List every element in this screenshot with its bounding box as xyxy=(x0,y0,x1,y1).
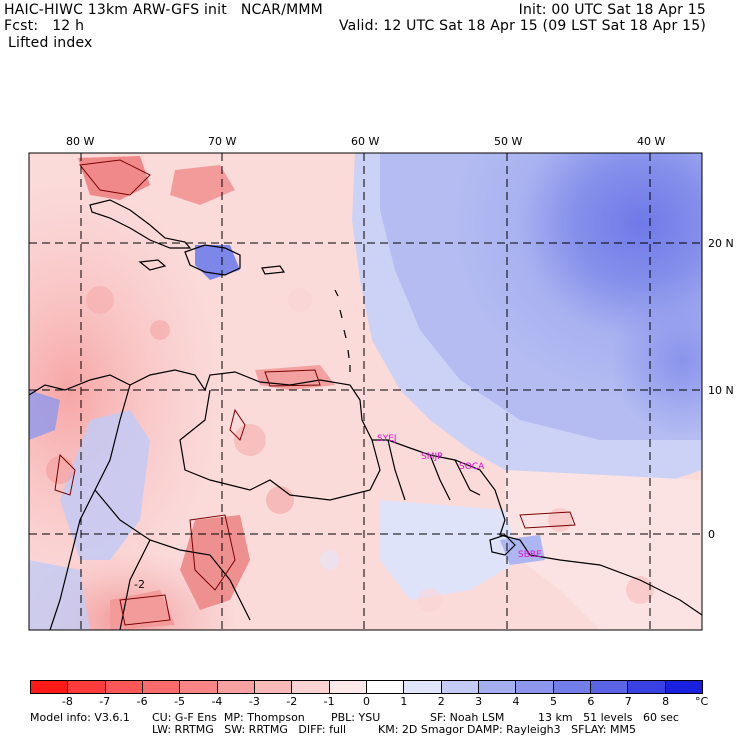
colorbar-tick-label: 1 xyxy=(400,695,408,708)
colorbar-swatch xyxy=(254,681,293,693)
colorbar-swatch xyxy=(68,681,106,693)
colorbar-tick-label: 7 xyxy=(624,695,632,708)
colorbar-tick-label: -1 xyxy=(323,695,335,708)
colorbar-tick-label: -3 xyxy=(248,695,260,708)
forecast-hour: Fcst: 12 h xyxy=(4,18,85,34)
lon-label: 40 W xyxy=(637,135,665,148)
contour-label: -2 xyxy=(134,578,145,591)
colorbar-tick-label: -2 xyxy=(286,695,298,708)
station-label: SYEJ xyxy=(377,434,397,444)
shaded-field xyxy=(29,153,702,630)
colorbar-tick-label: -6 xyxy=(136,695,148,708)
lon-label: 70 W xyxy=(208,135,236,148)
footer-radiation: LW: RRTMG SW: RRTMG DIFF: full xyxy=(152,723,347,736)
colorbar-tick-label: 0 xyxy=(363,695,370,708)
colorbar-tick-label: 5 xyxy=(549,695,557,708)
colorbar-swatch xyxy=(217,681,255,693)
colorbar-swatch xyxy=(628,681,666,693)
footer-physics: CU: G-F Ens MP: Thompson xyxy=(152,711,305,724)
colorbar-swatch xyxy=(665,681,702,693)
colorbar-swatch xyxy=(180,681,218,693)
footer-sf: SF: Noah LSM xyxy=(430,711,505,724)
colorbar-unit: °C xyxy=(695,695,709,708)
colorbar-swatch xyxy=(478,681,517,693)
lat-label: 20 N xyxy=(708,237,734,250)
station-label: SMJP xyxy=(421,452,443,462)
coastlines xyxy=(28,199,703,631)
valid-time: Valid: 12 UTC Sat 18 Apr 15 (09 LST Sat … xyxy=(338,18,706,34)
graticule xyxy=(29,153,702,630)
lon-label: 80 W xyxy=(66,135,94,148)
map-frame xyxy=(28,152,703,631)
init-time: Init: 00 UTC Sat 18 Apr 15 xyxy=(518,2,706,18)
colorbar-swatch xyxy=(105,681,143,693)
model-title: HAIC-HIWC 13km ARW-GFS init NCAR/MMM xyxy=(4,2,323,18)
colorbar-swatch xyxy=(516,681,554,693)
colorbar-swatch xyxy=(366,681,405,693)
colorbar-tick-label: -5 xyxy=(174,695,186,708)
lon-label: 60 W xyxy=(351,135,379,148)
colorbar-tick-label: 3 xyxy=(475,695,483,708)
station-label: SOCA xyxy=(459,462,485,472)
colorbar-swatch xyxy=(31,681,69,693)
lat-label: 10 N xyxy=(708,384,734,397)
colorbar-swatch xyxy=(404,681,442,693)
footer-pbl: PBL: YSU xyxy=(331,711,381,724)
colorbar-swatch xyxy=(142,681,181,693)
footer-grid: 13 km 51 levels 60 sec xyxy=(538,711,679,724)
footer-diffusion: KM: 2D Smagor DAMP: Rayleigh3 SFLAY: MM5 xyxy=(378,723,636,736)
footer-model-info: Model info: V3.6.1 xyxy=(30,711,130,724)
colorbar-swatch xyxy=(292,681,330,693)
colorbar-tick-label: -8 xyxy=(61,695,73,708)
colorbar xyxy=(30,680,703,694)
colorbar-swatch xyxy=(329,681,367,693)
colorbar-tick-label: 6 xyxy=(587,695,595,708)
field-name: Lifted index xyxy=(8,35,93,51)
colorbar-tick-label: 8 xyxy=(662,695,670,708)
colorbar-tick-label: -7 xyxy=(99,695,111,708)
lat-label: 0 xyxy=(708,528,715,541)
colorbar-swatch xyxy=(553,681,591,693)
colorbar-tick-label: -4 xyxy=(211,695,223,708)
colorbar-swatch xyxy=(590,681,629,693)
lon-label: 50 W xyxy=(494,135,522,148)
colorbar-tick-label: 2 xyxy=(437,695,445,708)
contours xyxy=(54,159,576,626)
station-label: SBBE xyxy=(518,550,542,560)
colorbar-swatch xyxy=(441,681,479,693)
colorbar-tick-label: 4 xyxy=(512,695,520,708)
